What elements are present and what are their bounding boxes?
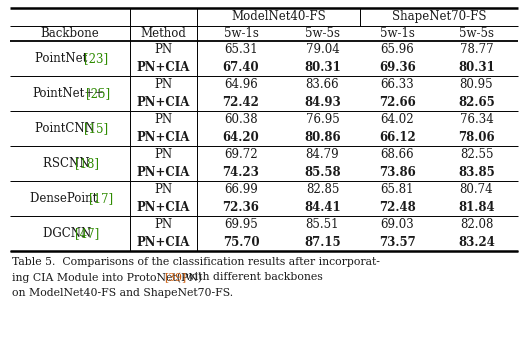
Text: 76.95: 76.95 [306, 113, 340, 126]
Text: 84.93: 84.93 [304, 96, 341, 109]
Text: 80.86: 80.86 [304, 131, 341, 144]
Text: [23]: [23] [83, 52, 108, 65]
Text: 82.65: 82.65 [458, 96, 495, 109]
Text: 5w-1s: 5w-1s [380, 27, 415, 40]
Text: PN: PN [154, 43, 173, 56]
Text: 66.12: 66.12 [379, 131, 416, 144]
Text: 82.55: 82.55 [460, 148, 493, 161]
Text: 69.72: 69.72 [224, 148, 258, 161]
Text: 85.58: 85.58 [304, 166, 341, 179]
Text: PN: PN [154, 113, 173, 126]
Text: PN: PN [154, 148, 173, 161]
Text: 79.04: 79.04 [306, 43, 340, 56]
Text: ing CIA Module into ProtoNet(PN): ing CIA Module into ProtoNet(PN) [12, 272, 205, 283]
Text: PN: PN [154, 78, 173, 91]
Text: 64.20: 64.20 [223, 131, 259, 144]
Text: 69.36: 69.36 [379, 61, 416, 74]
Text: [25]: [25] [86, 87, 110, 100]
Text: PN+CIA: PN+CIA [137, 96, 190, 109]
Text: 81.84: 81.84 [458, 201, 495, 214]
Text: 80.31: 80.31 [458, 61, 495, 74]
Text: Method: Method [140, 27, 186, 40]
Text: 72.48: 72.48 [379, 201, 416, 214]
Text: 84.79: 84.79 [306, 148, 340, 161]
Text: PN+CIA: PN+CIA [137, 61, 190, 74]
Text: PN+CIA: PN+CIA [137, 131, 190, 144]
Text: 74.23: 74.23 [223, 166, 259, 179]
Text: on ModelNet40-FS and ShapeNet70-FS.: on ModelNet40-FS and ShapeNet70-FS. [12, 288, 233, 298]
Text: Table 5.  Comparisons of the classification results after incorporat-: Table 5. Comparisons of the classificati… [12, 257, 380, 267]
Text: 73.86: 73.86 [379, 166, 416, 179]
Text: 80.95: 80.95 [460, 78, 493, 91]
Text: PointNet++: PointNet++ [32, 87, 104, 100]
Text: with different backbones: with different backbones [182, 272, 323, 282]
Text: 83.66: 83.66 [306, 78, 340, 91]
Text: 60.38: 60.38 [224, 113, 258, 126]
Text: 78.06: 78.06 [458, 131, 495, 144]
Text: PN+CIA: PN+CIA [137, 236, 190, 249]
Text: 82.85: 82.85 [306, 183, 339, 196]
Text: PN: PN [154, 218, 173, 231]
Text: 64.02: 64.02 [381, 113, 414, 126]
Text: Backbone: Backbone [41, 27, 99, 40]
Text: 76.34: 76.34 [460, 113, 493, 126]
Text: ShapeNet70-FS: ShapeNet70-FS [392, 10, 486, 23]
Text: 69.95: 69.95 [224, 218, 258, 231]
Text: 72.66: 72.66 [379, 96, 416, 109]
Text: 73.57: 73.57 [379, 236, 416, 249]
Text: 85.51: 85.51 [306, 218, 340, 231]
Text: [39]: [39] [164, 272, 186, 282]
Text: 67.40: 67.40 [223, 61, 259, 74]
Text: 83.85: 83.85 [458, 166, 495, 179]
Text: 66.99: 66.99 [224, 183, 258, 196]
Text: DensePoint: DensePoint [30, 192, 100, 205]
Text: 80.31: 80.31 [304, 61, 341, 74]
Text: PN+CIA: PN+CIA [137, 166, 190, 179]
Text: PN+CIA: PN+CIA [137, 201, 190, 214]
Text: PN: PN [154, 183, 173, 196]
Text: [47]: [47] [76, 227, 100, 240]
Text: 78.77: 78.77 [460, 43, 493, 56]
Text: 82.08: 82.08 [460, 218, 493, 231]
Text: 66.33: 66.33 [381, 78, 414, 91]
Text: 87.15: 87.15 [304, 236, 341, 249]
Text: 65.81: 65.81 [381, 183, 414, 196]
Text: 5w-5s: 5w-5s [305, 27, 340, 40]
Text: 69.03: 69.03 [381, 218, 414, 231]
Text: [18]: [18] [76, 157, 99, 170]
Text: PointNet: PointNet [35, 52, 91, 65]
Text: 65.31: 65.31 [224, 43, 258, 56]
Text: 65.96: 65.96 [381, 43, 414, 56]
Text: [15]: [15] [83, 122, 108, 135]
Text: 84.41: 84.41 [304, 201, 341, 214]
Text: [17]: [17] [89, 192, 113, 205]
Text: 5w-5s: 5w-5s [459, 27, 494, 40]
Text: 80.74: 80.74 [460, 183, 493, 196]
Text: 72.36: 72.36 [223, 201, 259, 214]
Text: RSCNN: RSCNN [43, 157, 93, 170]
Text: DGCNN: DGCNN [43, 227, 95, 240]
Text: 83.24: 83.24 [458, 236, 495, 249]
Text: 72.42: 72.42 [223, 96, 259, 109]
Text: 5w-1s: 5w-1s [223, 27, 258, 40]
Text: PointCNN: PointCNN [35, 122, 99, 135]
Text: 68.66: 68.66 [381, 148, 414, 161]
Text: 64.96: 64.96 [224, 78, 258, 91]
Text: 75.70: 75.70 [223, 236, 259, 249]
Text: ModelNet40-FS: ModelNet40-FS [231, 10, 326, 23]
